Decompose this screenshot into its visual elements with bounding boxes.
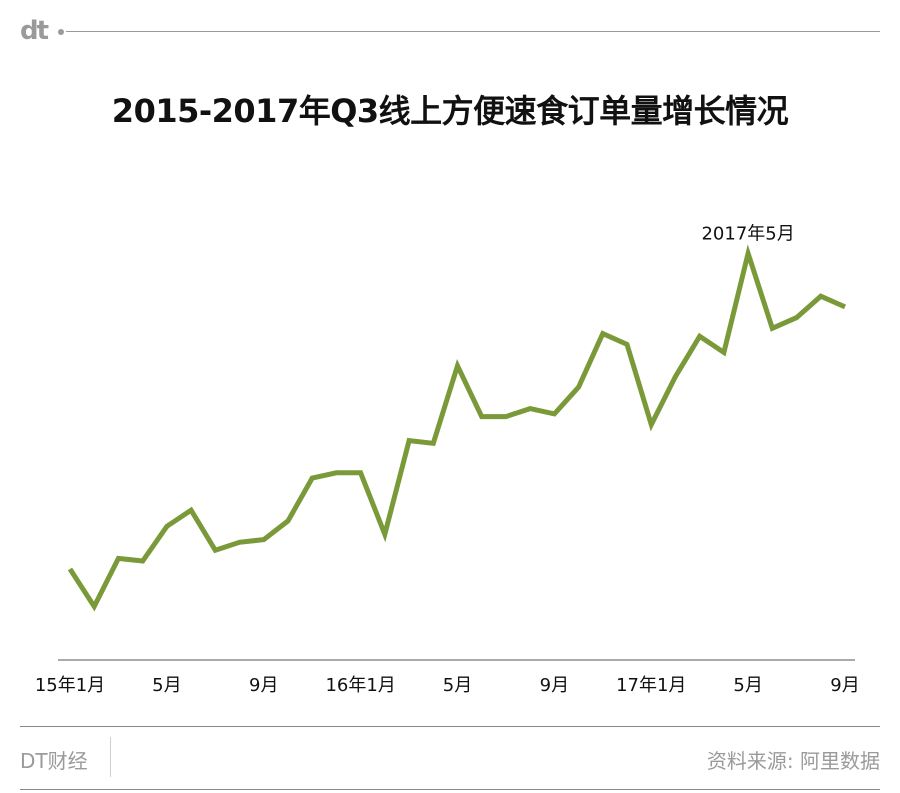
x-tick-label: 9月 [830,675,859,696]
x-tick-label: 9月 [249,675,278,696]
footer-rule-bottom [20,789,880,790]
x-axis-ticks: 15年1月 5月 9月 16年1月 5月 9月 17年1月 5月 9月 [35,675,860,696]
x-tick-label: 15年1月 [35,675,105,696]
dt-logo: dt [20,16,49,46]
x-tick-label: 5月 [443,675,472,696]
x-tick-label: 9月 [540,675,569,696]
peak-annotation: 2017年5月 [701,223,794,244]
x-tick-label: 17年1月 [616,675,686,696]
footer-source: 资料来源: 阿里数据 [706,749,880,773]
series-line [67,244,847,612]
logo-dot [58,29,64,35]
x-tick-label: 5月 [152,675,181,696]
header-rule [66,31,880,32]
x-tick-label: 16年1月 [325,675,395,696]
x-tick-label: 5月 [733,675,762,696]
chart-title: 2015-2017年Q3线上方便速食订单量增长情况 [111,92,789,130]
footer-rule-top [20,726,880,727]
annotations: 2017年5月 [701,223,794,244]
footer-separator [110,737,111,777]
footer-brand: DT财经 [20,749,88,773]
